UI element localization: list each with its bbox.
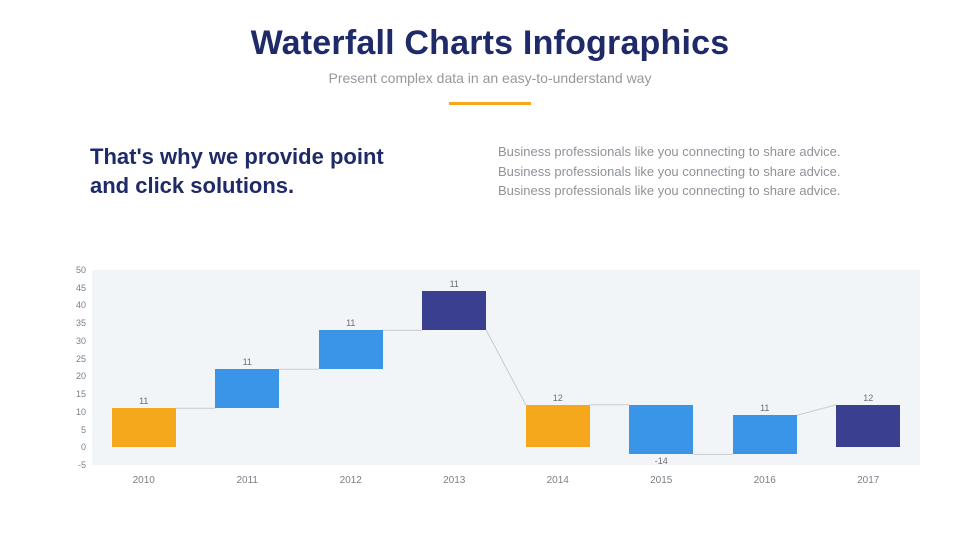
waterfall-bar (215, 369, 279, 408)
slide: Waterfall Charts Infographics Present co… (0, 0, 980, 550)
y-axis-tick: 40 (60, 300, 86, 310)
y-axis-tick: 0 (60, 442, 86, 452)
connector-line (797, 405, 837, 416)
waterfall-chart: -505101520253035404550201020112012201320… (60, 270, 920, 505)
y-axis-tick: 45 (60, 283, 86, 293)
x-axis-tick: 2013 (414, 475, 494, 486)
y-axis-tick: 30 (60, 336, 86, 346)
accent-underline (449, 102, 531, 105)
bar-value-label: 11 (114, 396, 174, 406)
x-axis-tick: 2015 (621, 475, 701, 486)
waterfall-bar (422, 291, 486, 330)
x-axis-tick: 2010 (104, 475, 184, 486)
y-axis-tick: 35 (60, 318, 86, 328)
x-axis-tick: 2017 (828, 475, 908, 486)
x-axis-tick: 2011 (207, 475, 287, 486)
waterfall-bar (836, 405, 900, 448)
waterfall-bar (526, 405, 590, 448)
y-axis-tick: 5 (60, 425, 86, 435)
bar-value-label: 11 (217, 357, 277, 367)
bar-value-label: -14 (631, 456, 691, 466)
page-title: Waterfall Charts Infographics (0, 24, 980, 63)
page-subtitle: Present complex data in an easy-to-under… (0, 70, 980, 86)
waterfall-bar (319, 330, 383, 369)
y-axis-tick: 25 (60, 354, 86, 364)
bar-value-label: 11 (321, 318, 381, 328)
y-axis-tick: 10 (60, 407, 86, 417)
bar-value-label: 11 (424, 279, 484, 289)
waterfall-bar (112, 408, 176, 447)
y-axis-tick: 15 (60, 389, 86, 399)
x-axis-tick: 2014 (518, 475, 598, 486)
bar-value-label: 12 (838, 393, 898, 403)
y-axis-tick: 50 (60, 265, 86, 275)
connector-line (486, 330, 526, 404)
intro-body: Business professionals like you connecti… (498, 142, 888, 201)
x-axis-tick: 2012 (311, 475, 391, 486)
x-axis-tick: 2016 (725, 475, 805, 486)
y-axis-tick: -5 (60, 460, 86, 470)
waterfall-bar (733, 415, 797, 454)
bar-value-label: 11 (735, 403, 795, 413)
intro-heading: That's why we provide point and click so… (90, 142, 420, 200)
y-axis-tick: 20 (60, 371, 86, 381)
waterfall-bar (629, 405, 693, 455)
bar-value-label: 12 (528, 393, 588, 403)
